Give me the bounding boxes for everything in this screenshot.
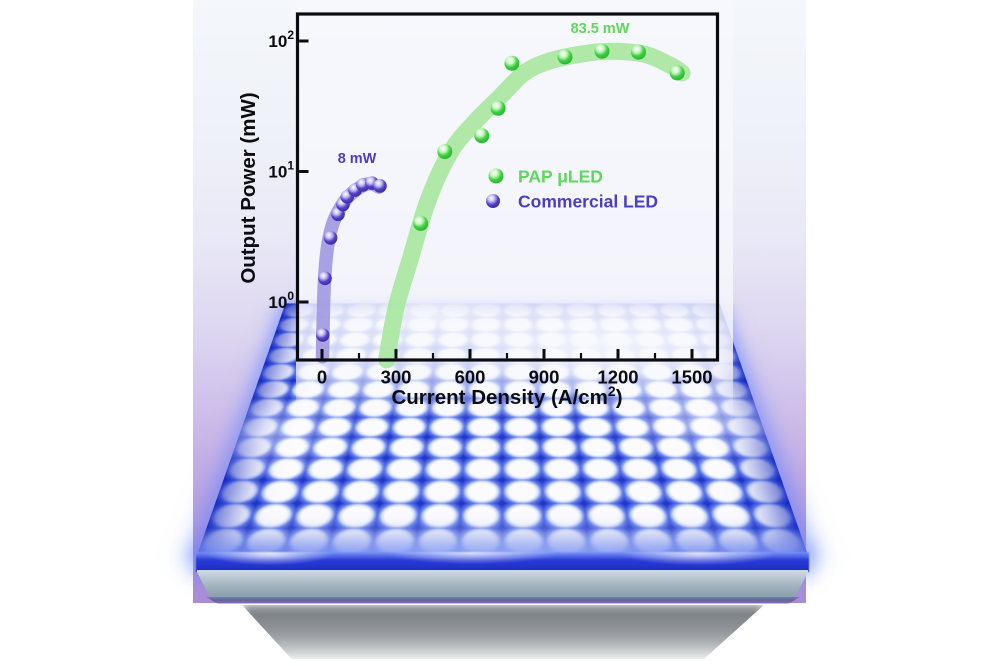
data-point (323, 231, 338, 245)
data-point (318, 271, 332, 286)
data-point (474, 128, 490, 144)
trend-band-commercial-led (315, 176, 386, 364)
y-axis: 100 101 102 (268, 28, 309, 312)
svg-text:102: 102 (268, 28, 294, 51)
svg-text:600: 600 (455, 367, 486, 388)
series-points-commercial-led (315, 176, 387, 342)
panel-rim-highlight (197, 570, 808, 573)
data-point (631, 44, 646, 60)
svg-text:101: 101 (268, 159, 294, 182)
x-axis-title: Current Density (A/cm2) (391, 383, 622, 409)
data-point (437, 144, 453, 160)
svg-text:0: 0 (317, 367, 327, 388)
data-point (373, 179, 387, 193)
legend: PAP μLED Commercial LED (486, 167, 658, 212)
data-point (490, 100, 506, 116)
svg-text:Current Density (A/cm2): Current Density (A/cm2) (391, 383, 622, 409)
legend-marker-commercial-led (486, 194, 500, 208)
data-point (413, 215, 429, 231)
svg-text:1200: 1200 (597, 367, 638, 388)
svg-text:300: 300 (381, 367, 412, 388)
series-points-pap-led (413, 43, 685, 231)
panel-substrate-edge (197, 572, 808, 601)
annotation-pap-led: 83.5 mW (571, 21, 630, 37)
legend-label-commercial-led: Commercial LED (518, 192, 658, 212)
x-axis: 0 300 600 900 1200 1500 (317, 349, 713, 388)
svg-text:1500: 1500 (671, 367, 712, 388)
data-point (669, 65, 685, 81)
legend-label-pap-led: PAP μLED (518, 167, 603, 187)
svg-text:83.5 mW: 83.5 mW (571, 21, 630, 37)
annotation-commercial-led: 8 mW (338, 151, 377, 167)
plot-frame (295, 12, 720, 362)
svg-text:8 mW: 8 mW (338, 151, 377, 167)
led-array-front-edge (196, 552, 809, 572)
panel-under-shadow-line (206, 597, 800, 604)
y-axis-title: Output Power (mW) (237, 92, 260, 283)
legend-marker-pap-led (488, 168, 504, 184)
data-point (504, 55, 520, 71)
svg-text:100: 100 (268, 289, 294, 312)
data-point (594, 43, 610, 59)
data-point (557, 49, 573, 65)
svg-text:Output Power (mW): Output Power (mW) (237, 92, 260, 283)
data-point (315, 328, 330, 342)
svg-text:900: 900 (529, 367, 560, 388)
panel-shadow (242, 605, 764, 659)
